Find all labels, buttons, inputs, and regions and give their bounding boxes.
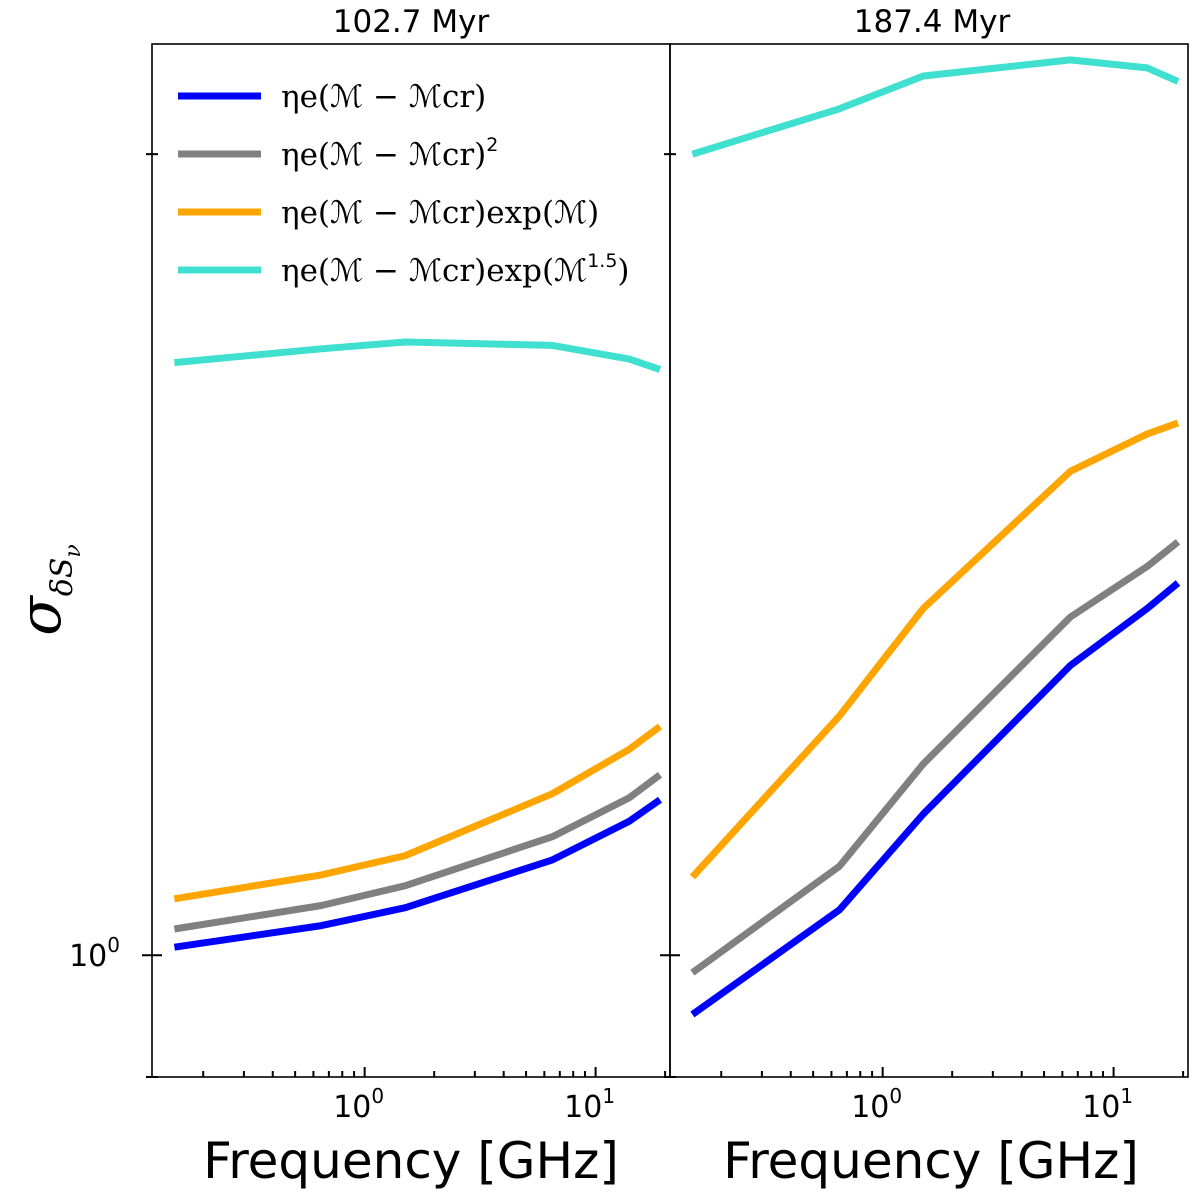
y-axis-label: σδSν <box>6 544 86 636</box>
axes-frame <box>669 43 1189 1078</box>
y-axis-label-sub: δS <box>45 558 80 597</box>
series-line-e-m-mcr-exp-m <box>173 723 663 903</box>
legend-label: ηe(ℳ − ℳcr) <box>281 79 486 115</box>
legend-label: ηe(ℳ − ℳcr)exp(ℳ1.5) <box>281 250 630 289</box>
series-line-e-m-mcr <box>173 771 663 933</box>
x-ticks <box>720 1067 1185 1077</box>
series-line-e-m-mcr <box>173 796 663 951</box>
legend-entry: ηe(ℳ − ℳcr)2 <box>178 134 498 173</box>
y-axis-label-main: σ <box>6 595 74 636</box>
legend-entry: ηe(ℳ − ℳcr)exp(ℳ1.5) <box>178 250 630 289</box>
legend-label: ηe(ℳ − ℳcr)exp(ℳ) <box>281 195 599 231</box>
y-axis-label-subsub: ν <box>61 544 86 557</box>
panel-left-title: 102.7 Myr <box>333 4 490 40</box>
panel-right: 100 101 <box>660 43 1189 1125</box>
svg-text:σδSν: σδSν <box>6 544 86 636</box>
y-tick-label: 100 <box>69 933 120 974</box>
series-line-e-m-mcr-exp-m <box>689 419 1180 880</box>
x-ticks <box>202 1067 667 1077</box>
x-axis-label-left: Frequency [GHz] <box>203 1132 619 1190</box>
panel-left: 100 101 100 <box>69 43 671 1125</box>
legend-label: ηe(ℳ − ℳcr)2 <box>281 134 498 173</box>
legend: ηe(ℳ − ℳcr) ηe(ℳ − ℳcr)2 ηe(ℳ − ℳcr)exp(ℳ)… <box>178 79 630 289</box>
y-ticks <box>660 153 680 1078</box>
x-tick-label: 100 <box>851 1084 902 1125</box>
panel-right-title: 187.4 Myr <box>854 4 1011 40</box>
x-tick-label: 101 <box>1082 1084 1133 1125</box>
legend-entry: ηe(ℳ − ℳcr)exp(ℳ) <box>178 195 599 231</box>
series-line-e-m-mcr <box>690 580 1181 1018</box>
series-line-e-m-mcr <box>690 539 1181 976</box>
legend-entry: ηe(ℳ − ℳcr) <box>178 79 486 115</box>
x-tick-label: 101 <box>564 1084 615 1125</box>
y-ticks <box>142 153 162 1078</box>
x-tick-label: 100 <box>333 1084 384 1125</box>
series-line-e-m-mcr-exp-m-1-5 <box>174 338 662 373</box>
series-line-e-m-mcr-exp-m-1-5 <box>691 56 1180 158</box>
x-axis-label-right: Frequency [GHz] <box>723 1132 1139 1190</box>
